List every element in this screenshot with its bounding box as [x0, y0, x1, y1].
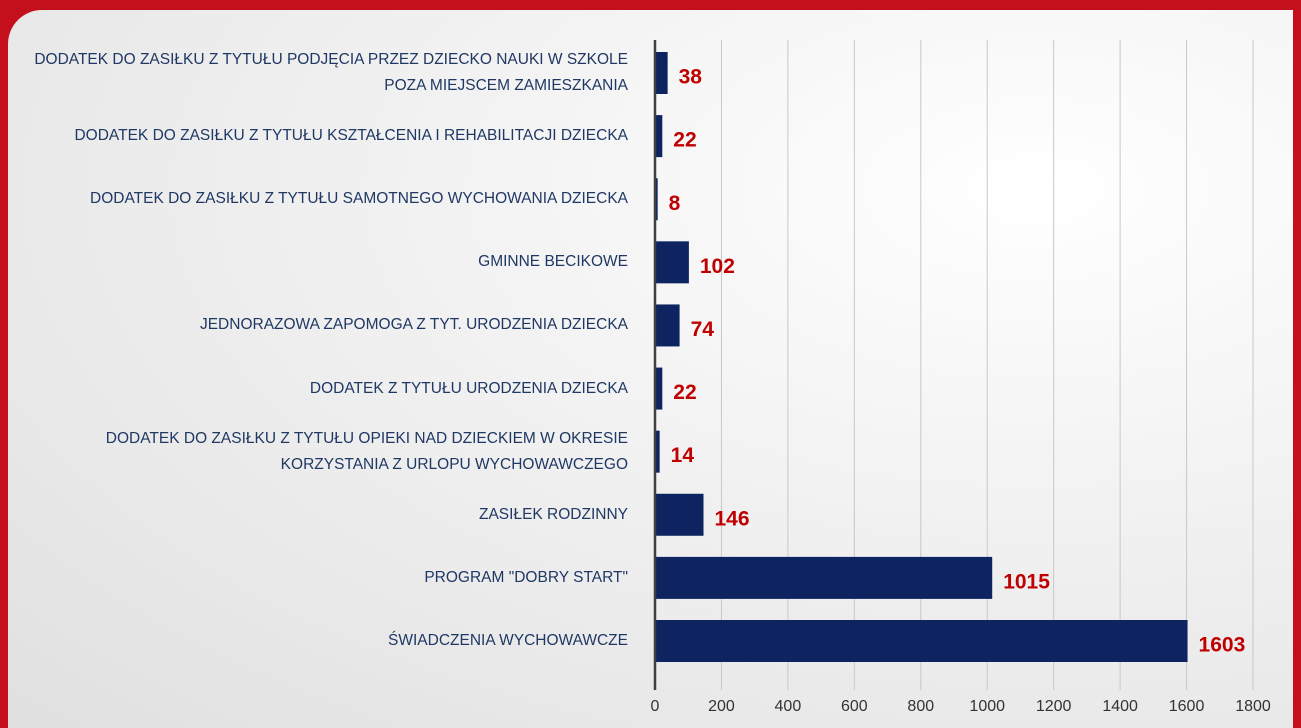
x-tick-label: 1000	[969, 698, 1005, 715]
bar	[655, 52, 668, 94]
bar	[655, 620, 1188, 662]
value-label: 1015	[1003, 570, 1050, 593]
category-label: DODATEK DO ZASIŁKU Z TYTUŁU SAMOTNEGO WY…	[90, 190, 628, 208]
x-tick-label: 800	[907, 698, 934, 715]
bar	[655, 367, 663, 410]
bar	[655, 556, 993, 599]
chart-background	[8, 10, 1293, 728]
value-label: 14	[671, 444, 695, 467]
category-label: ZASIŁEK RODZINNY	[479, 505, 628, 523]
x-tick-label: 200	[708, 698, 735, 715]
category-label: ŚWIADCZENIA WYCHOWAWCZE	[388, 632, 628, 649]
bar	[655, 304, 680, 347]
value-label: 74	[691, 318, 715, 341]
category-label: DODATEK DO ZASIŁKU Z TYTUŁU OPIEKI NAD D…	[105, 429, 628, 473]
bar	[655, 493, 704, 536]
value-label: 22	[673, 381, 696, 404]
x-tick-label: 1200	[1036, 698, 1072, 715]
value-label: 8	[669, 192, 681, 215]
value-label: 102	[700, 255, 735, 278]
category-label: DODATEK DO ZASIŁKU Z TYTUŁU PODJĘCIA PRZ…	[34, 51, 628, 94]
x-tick-label: 1800	[1235, 698, 1271, 715]
x-tick-label: 600	[841, 698, 868, 715]
bar	[655, 241, 689, 284]
category-label: DODATEK Z TYTUŁU URODZENIA DZIECKA	[309, 379, 628, 397]
x-tick-label: 400	[775, 698, 802, 715]
category-label: PROGRAM "DOBRY START"	[424, 568, 628, 586]
x-tick-label: 1600	[1169, 698, 1205, 715]
x-tick-label: 1400	[1102, 698, 1138, 715]
value-label: 38	[679, 66, 703, 89]
value-label: 22	[673, 129, 696, 152]
bar	[655, 115, 663, 158]
bar	[655, 430, 660, 473]
x-tick-label: 0	[651, 698, 660, 715]
value-label: 1603	[1199, 634, 1246, 657]
category-label: GMINNE BECIKOWE	[478, 253, 628, 271]
bar	[655, 178, 658, 221]
category-label: JEDNORAZOWA ZAPOMOGA Z TYT. URODZENIA DZ…	[199, 316, 628, 334]
category-label: DODATEK DO ZASIŁKU Z TYTUŁU KSZTAŁCENIA …	[74, 127, 628, 145]
value-label: 146	[715, 507, 750, 530]
